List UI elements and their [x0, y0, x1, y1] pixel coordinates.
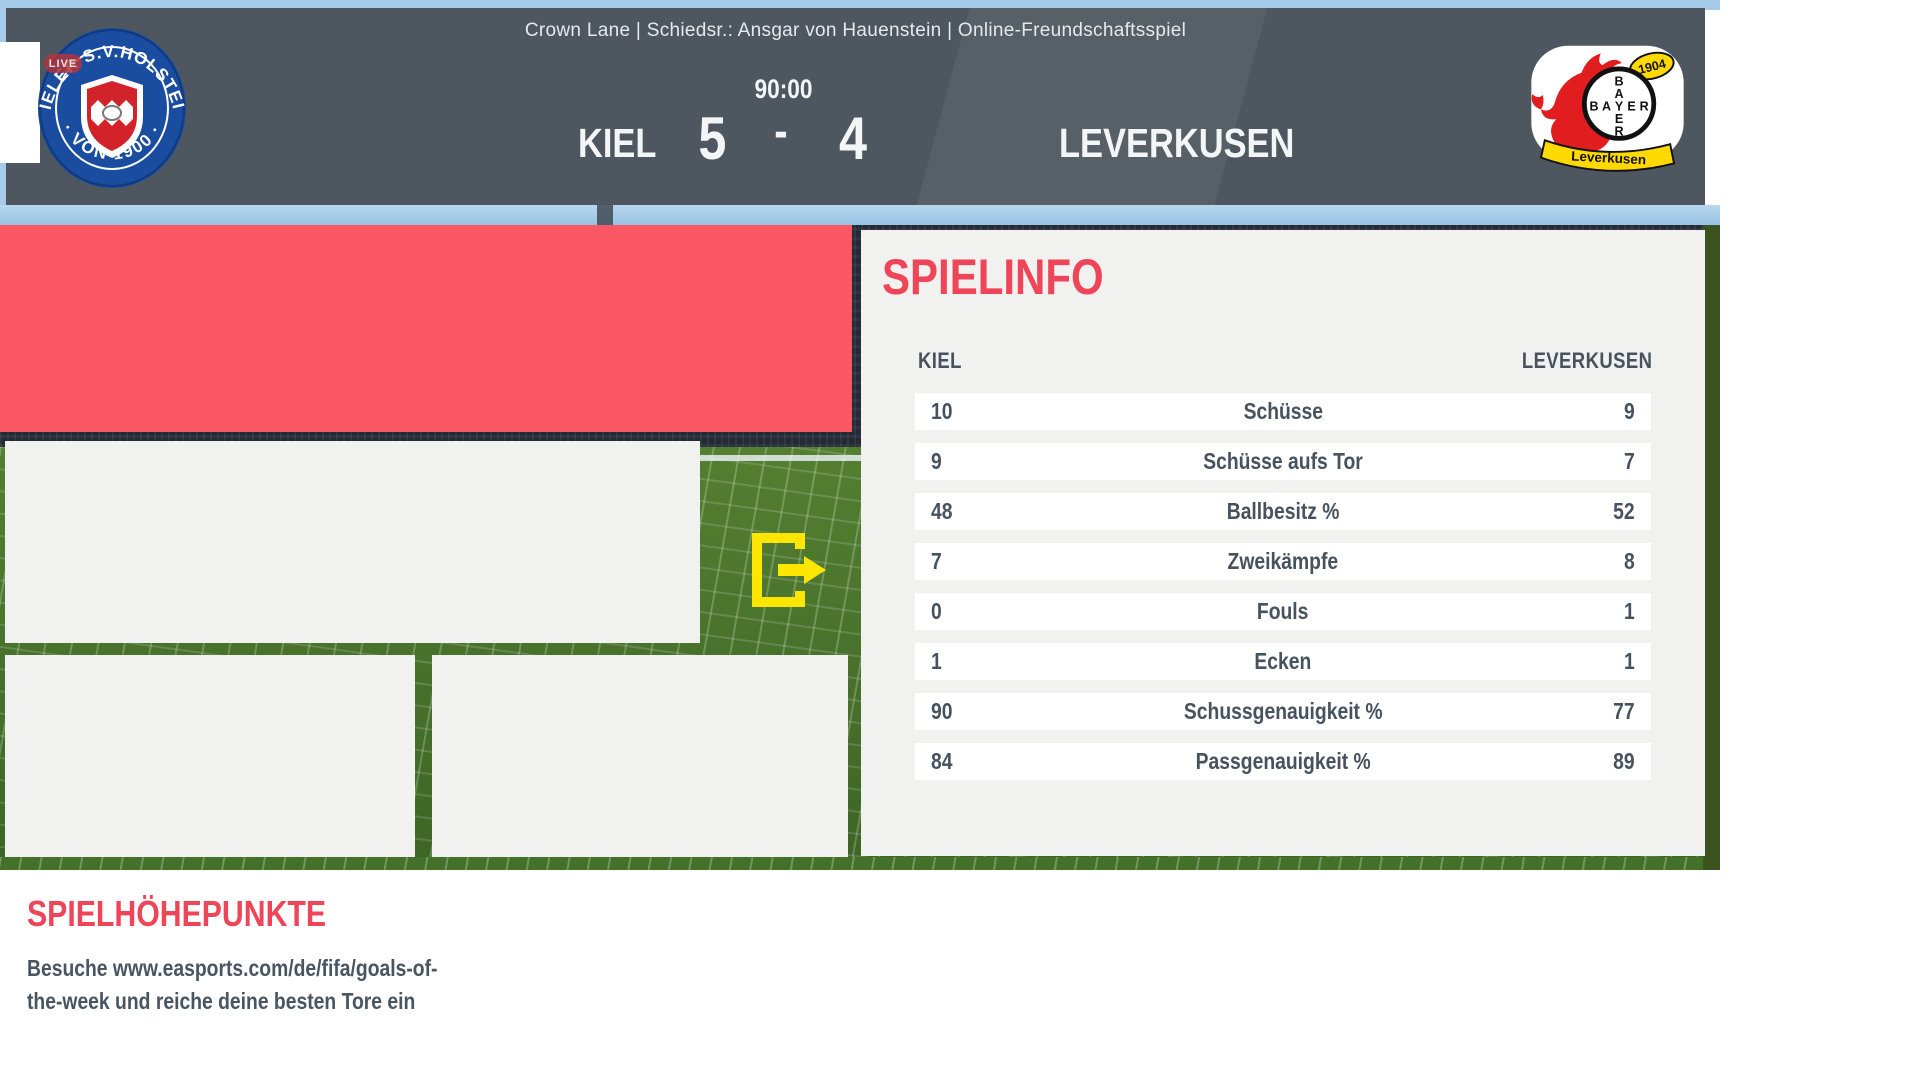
stat-away-value: 7 — [1624, 448, 1635, 474]
stat-away-value: 9 — [1624, 398, 1635, 424]
stat-row: 90 Schussgenauigkeit % 77 — [915, 693, 1651, 730]
stat-away-value: 1 — [1624, 648, 1635, 674]
svg-text:A: A — [1602, 99, 1611, 113]
stat-label: Schüsse — [1243, 398, 1323, 424]
sky-strip-middle — [0, 205, 1720, 227]
beenden-button[interactable]: BEENDEN — [0, 225, 852, 607]
stat-label: Ballbesitz % — [1226, 498, 1340, 524]
stat-home-value: 90 — [931, 698, 953, 724]
goal-crossbar — [700, 455, 865, 461]
stats-table: 10 Schüsse 9 9 Schüsse aufs Tor 7 48 Bal… — [915, 393, 1651, 793]
svg-text:B: B — [1615, 74, 1624, 88]
svg-text:Leverkusen: Leverkusen — [1571, 149, 1647, 168]
away-score: 4 — [839, 105, 868, 172]
highlights-text-line2: the-week und reiche deine besten Tore ei… — [27, 988, 416, 1014]
performance-panel: LEISTUNG — [432, 655, 848, 860]
stat-label: Zweikämpfe — [1227, 548, 1339, 574]
stat-label: Schussgenauigkeit % — [1183, 698, 1383, 724]
stat-home-value: 10 — [931, 398, 953, 424]
svg-text:R: R — [1640, 99, 1649, 113]
stats-home-header: KIEL — [918, 348, 962, 373]
stat-home-value: 84 — [931, 748, 953, 774]
highlights-text-line1: Besuche www.easports.com/de/fifa/goals-o… — [27, 955, 438, 981]
exit-icon — [748, 531, 828, 614]
svg-text:A: A — [1615, 87, 1624, 101]
stat-label: Fouls — [1257, 598, 1309, 624]
stat-row: 7 Zweikämpfe 8 — [915, 543, 1651, 580]
svg-text:E: E — [1627, 99, 1635, 113]
stat-away-value: 77 — [1613, 698, 1635, 724]
home-score: 5 — [697, 105, 726, 172]
match-header: Crown Lane | Schiedsr.: Ansgar von Hauen… — [6, 8, 1705, 205]
stat-row: 9 Schüsse aufs Tor 7 — [915, 443, 1651, 480]
svg-text:E: E — [1615, 112, 1623, 126]
stat-label: Ecken — [1254, 648, 1312, 674]
sky-strip-top — [0, 0, 1720, 10]
rating-panel: BEWERTUNG Adnan Januzaj 9,5 — [5, 655, 415, 857]
spielinfo-panel: SPIELINFO KIEL LEVERKUSEN 10 Schüsse 9 9… — [861, 230, 1705, 856]
stat-home-value: 0 — [931, 598, 942, 624]
stat-away-value: 52 — [1613, 498, 1635, 524]
holstein-kiel-crest-icon: KIELER S.V.HOLSTEIN · VON 1900 · — [30, 12, 187, 188]
stat-home-value: 9 — [931, 448, 942, 474]
away-team-name: LEVERKUSEN — [1059, 120, 1295, 166]
stat-home-value: 7 — [931, 548, 942, 574]
grass-edge-strip — [1703, 225, 1720, 870]
stat-home-value: 1 — [931, 648, 942, 674]
stat-row: 0 Fouls 1 — [915, 593, 1651, 630]
stat-label: Schüsse aufs Tor — [1203, 448, 1363, 474]
svg-text:1904: 1904 — [1637, 57, 1667, 77]
stat-row: 1 Ecken 1 — [915, 643, 1651, 680]
score-separator: - — [774, 105, 788, 158]
svg-text:R: R — [1615, 124, 1624, 138]
away-team-logo: 1904 B A Y E R B A E R Leverkusen — [1525, 40, 1690, 180]
stat-row: 84 Passgenauigkeit % 89 — [915, 743, 1651, 780]
stat-away-value: 8 — [1624, 548, 1635, 574]
stat-home-value: 48 — [931, 498, 953, 524]
white-card-fragment — [0, 42, 40, 163]
home-team-name: KIEL — [577, 120, 656, 166]
stat-row: 10 Schüsse 9 — [915, 393, 1651, 430]
match-time: 90:00 — [754, 74, 814, 104]
bayer-leverkusen-crest-icon: 1904 B A Y E R B A E R Leverkusen — [1531, 45, 1684, 172]
live-badge: LIVE — [44, 54, 82, 73]
stat-away-value: 1 — [1624, 598, 1635, 624]
home-team-logo: KIELER S.V.HOLSTEIN · VON 1900 · — [30, 12, 187, 195]
spielinfo-title: SPIELINFO — [882, 249, 1104, 305]
stat-away-value: 89 — [1613, 748, 1635, 774]
highlights-panel: SPIELHÖHEPUNKTE Besuche www.easports.com… — [5, 441, 700, 1014]
svg-text:B: B — [1589, 99, 1598, 113]
match-info-line: Crown Lane | Schiedsr.: Ansgar von Hauen… — [524, 20, 1187, 41]
stat-row: 48 Ballbesitz % 52 — [915, 493, 1651, 530]
highlights-title: SPIELHÖHEPUNKTE — [27, 893, 327, 934]
grass-bottom-strip — [0, 857, 1703, 870]
svg-text:Y: Y — [1615, 99, 1624, 113]
stat-label: Passgenauigkeit % — [1195, 748, 1371, 774]
stats-away-header: LEVERKUSEN — [1521, 348, 1652, 373]
